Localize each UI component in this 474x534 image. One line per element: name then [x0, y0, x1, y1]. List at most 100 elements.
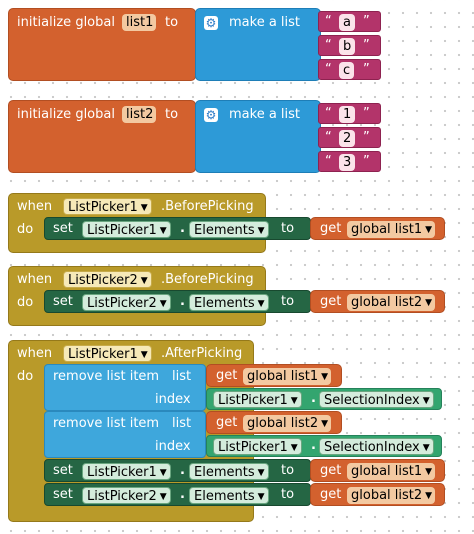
dot-separator: .: [311, 438, 316, 453]
set-label: set: [53, 221, 73, 236]
get-variable-block[interactable]: get global list1 ▼: [310, 217, 445, 240]
component-name: ListPicker1: [87, 223, 157, 238]
dropdown-arrow-icon: ▼: [140, 203, 148, 213]
init-global-list2-block[interactable]: initialize global list2 to: [8, 100, 196, 173]
property-dropdown[interactable]: Elements ▼: [189, 221, 269, 238]
quote-open: “: [325, 38, 332, 53]
remove-list-item-block[interactable]: remove list item list index: [44, 411, 206, 458]
quote-close: ”: [363, 38, 370, 53]
text-block[interactable]: “ c ”: [318, 59, 381, 80]
get-label: get: [320, 487, 342, 502]
dropdown-arrow-icon: ▼: [257, 492, 265, 502]
text-block[interactable]: “ 2 ”: [318, 127, 381, 148]
get-label: get: [216, 415, 238, 430]
text-value[interactable]: 1: [339, 106, 356, 123]
variable-dropdown[interactable]: global list2 ▼: [347, 294, 436, 311]
do-label: do: [17, 295, 34, 310]
gear-icon[interactable]: ⚙: [204, 16, 218, 30]
make-a-list-block[interactable]: ⚙ make a list: [195, 8, 321, 81]
quote-open: “: [325, 14, 332, 29]
set-label: set: [53, 294, 73, 309]
index-label: index: [155, 392, 191, 407]
text-value[interactable]: b: [339, 38, 356, 55]
get-variable-block[interactable]: get global list2 ▼: [310, 290, 445, 313]
text-value[interactable]: 3: [339, 154, 356, 171]
remove-list-item-label: remove list item: [53, 416, 160, 431]
to-label: to: [165, 107, 179, 122]
global-name-field[interactable]: list2: [122, 106, 157, 123]
quote-close: ”: [363, 154, 370, 169]
component-getter-block[interactable]: ListPicker1 ▼ . SelectionIndex ▼: [206, 435, 442, 457]
component-dropdown[interactable]: ListPicker2 ▼: [63, 271, 152, 288]
remove-list-item-block[interactable]: remove list item list index: [44, 364, 206, 411]
remove-list-item-label: remove list item: [53, 369, 160, 384]
text-block[interactable]: “ a ”: [318, 11, 381, 32]
component-name: ListPicker1: [68, 347, 138, 362]
variable-name: global list1: [351, 464, 423, 479]
variable-name: global list2: [351, 488, 423, 503]
set-property-block[interactable]: set ListPicker2 ▼ . Elements ▼ to: [44, 290, 311, 313]
quote-open: “: [325, 62, 332, 77]
when-label: when: [17, 199, 53, 214]
get-variable-block[interactable]: get global list1 ▼: [206, 364, 342, 387]
component-dropdown[interactable]: ListPicker2 ▼: [82, 487, 171, 504]
component-name: ListPicker2: [87, 489, 157, 504]
variable-dropdown[interactable]: global list2 ▼: [243, 415, 332, 432]
property-dropdown[interactable]: SelectionIndex ▼: [319, 391, 434, 408]
dropdown-arrow-icon: ▼: [425, 491, 433, 501]
global-name-field[interactable]: list1: [122, 14, 157, 31]
property-dropdown[interactable]: SelectionIndex ▼: [319, 438, 434, 455]
component-dropdown[interactable]: ListPicker1 ▼: [82, 463, 171, 480]
set-label: set: [53, 487, 73, 502]
text-value[interactable]: c: [339, 62, 355, 79]
dropdown-arrow-icon: ▼: [140, 350, 148, 360]
text-value[interactable]: a: [339, 14, 355, 31]
component-dropdown[interactable]: ListPicker1 ▼: [63, 345, 152, 362]
variable-dropdown[interactable]: global list1 ▼: [243, 368, 332, 385]
get-variable-block[interactable]: get global list2 ▼: [206, 411, 342, 434]
dot-separator: .: [180, 221, 185, 236]
component-dropdown[interactable]: ListPicker1 ▼: [63, 198, 152, 215]
property-dropdown[interactable]: Elements ▼: [189, 487, 269, 504]
component-dropdown[interactable]: ListPicker1 ▼: [213, 391, 302, 408]
component-dropdown[interactable]: ListPicker1 ▼: [213, 438, 302, 455]
dropdown-arrow-icon: ▼: [159, 492, 167, 502]
text-block[interactable]: “ b ”: [318, 35, 381, 56]
dropdown-arrow-icon: ▼: [422, 396, 430, 406]
dropdown-arrow-icon: ▼: [422, 443, 430, 453]
dropdown-arrow-icon: ▼: [290, 396, 298, 406]
set-property-block[interactable]: set ListPicker2 ▼ . Elements ▼ to: [44, 483, 311, 506]
dot-separator: .: [311, 391, 316, 406]
set-property-block[interactable]: set ListPicker1 ▼ . Elements ▼ to: [44, 217, 311, 240]
when-label: when: [17, 272, 53, 287]
component-name: ListPicker1: [218, 440, 288, 455]
get-variable-block[interactable]: get global list1 ▼: [310, 459, 445, 482]
component-dropdown[interactable]: ListPicker1 ▼: [82, 221, 171, 238]
get-variable-block[interactable]: get global list2 ▼: [310, 483, 445, 506]
variable-dropdown[interactable]: global list2 ▼: [347, 487, 436, 504]
dropdown-arrow-icon: ▼: [257, 226, 265, 236]
dropdown-arrow-icon: ▼: [290, 443, 298, 453]
property-name: SelectionIndex: [324, 440, 420, 455]
property-dropdown[interactable]: Elements ▼: [189, 294, 269, 311]
init-label: initialize global: [17, 15, 115, 30]
variable-dropdown[interactable]: global list1 ▼: [347, 463, 436, 480]
quote-close: ”: [363, 14, 370, 29]
make-a-list-block[interactable]: ⚙ make a list: [195, 100, 321, 173]
property-name: Elements: [194, 465, 255, 480]
component-name: ListPicker1: [87, 465, 157, 480]
set-property-block[interactable]: set ListPicker1 ▼ . Elements ▼ to: [44, 459, 311, 482]
variable-name: global list2: [247, 416, 319, 431]
dot-separator: .: [180, 463, 185, 478]
variable-dropdown[interactable]: global list1 ▼: [347, 221, 436, 238]
init-global-list1-block[interactable]: initialize global list1 to: [8, 8, 196, 81]
text-block[interactable]: “ 1 ”: [318, 103, 381, 124]
get-label: get: [320, 294, 342, 309]
text-block[interactable]: “ 3 ”: [318, 151, 381, 172]
component-getter-block[interactable]: ListPicker1 ▼ . SelectionIndex ▼: [206, 388, 442, 410]
gear-icon[interactable]: ⚙: [204, 108, 218, 122]
component-dropdown[interactable]: ListPicker2 ▼: [82, 294, 171, 311]
quote-close: ”: [363, 130, 370, 145]
text-value[interactable]: 2: [339, 130, 356, 147]
property-dropdown[interactable]: Elements ▼: [189, 463, 269, 480]
